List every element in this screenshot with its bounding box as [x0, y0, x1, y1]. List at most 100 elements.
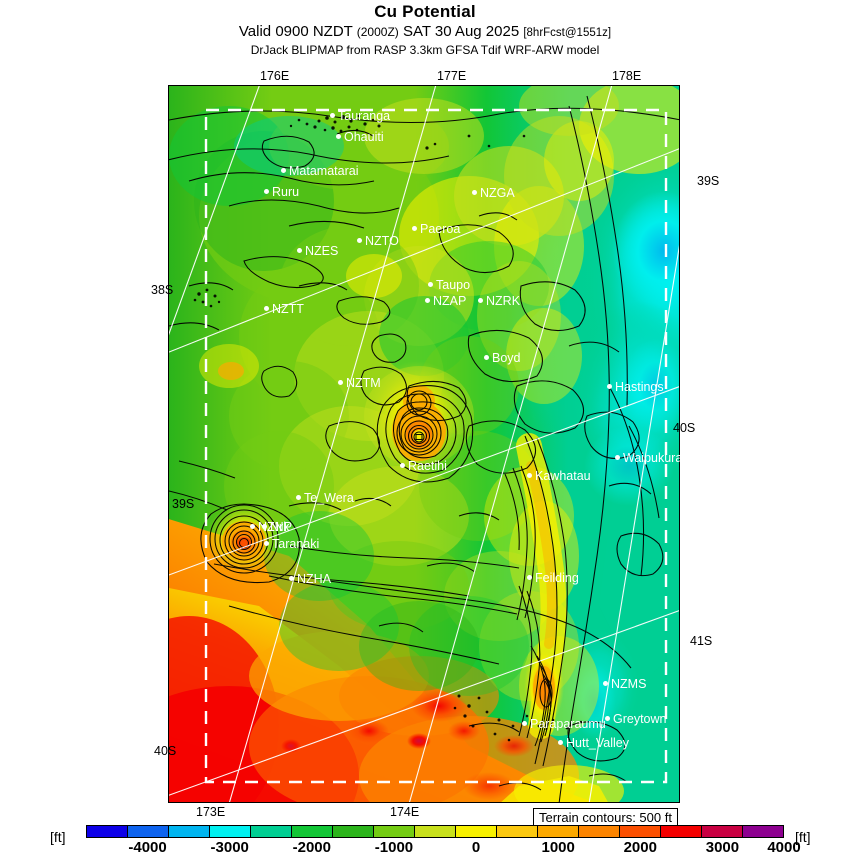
- colorbar-segment-6[interactable]: [333, 826, 374, 837]
- latitude-label: 40S: [673, 421, 696, 435]
- colorbar-segment-9[interactable]: [456, 826, 497, 837]
- model-description: DrJack BLIPMAP from RASP 3.3km GFSA Tdif…: [250, 43, 600, 57]
- station-marker: Ohauiti: [336, 131, 384, 143]
- longitude-label: 178E: [612, 69, 642, 83]
- colorbar-unit-right: [ft]: [795, 829, 811, 845]
- station-marker: NZTO: [357, 235, 399, 247]
- valid-date: SAT 30 Aug 2025: [402, 23, 520, 40]
- weather-map[interactable]: [168, 85, 680, 803]
- latitude-label: 40S: [154, 744, 177, 758]
- colorbar[interactable]: [86, 825, 784, 838]
- map-raster: [169, 86, 679, 802]
- colorbar-segment-11[interactable]: [538, 826, 579, 837]
- station-name: NZTO: [365, 234, 399, 248]
- colorbar-segment-16[interactable]: [743, 826, 783, 837]
- station-marker: NZNP: [250, 521, 292, 533]
- station-name: Taupo: [436, 278, 471, 292]
- station-marker: Waipukurau: [615, 452, 689, 464]
- station-marker: Hastings: [607, 381, 664, 393]
- station-dot-icon: [425, 298, 430, 304]
- colorbar-segment-15[interactable]: [702, 826, 743, 837]
- colorbar-tick: 2000: [623, 839, 657, 856]
- latitude-label: 39S: [172, 497, 195, 511]
- colorbar-segment-13[interactable]: [620, 826, 661, 837]
- station-marker: NZHA: [289, 573, 331, 585]
- station-marker: Ruru: [264, 186, 299, 198]
- title-block: Cu Potential Valid 0900 NZDT (2000Z) SAT…: [0, 0, 850, 58]
- colorbar-segment-1[interactable]: [128, 826, 169, 837]
- colorbar-segment-0[interactable]: [87, 826, 128, 837]
- colorbar-tick: 4000: [767, 839, 801, 856]
- station-marker: NZAP: [425, 295, 466, 307]
- station-dot-icon: [478, 298, 483, 304]
- station-name: NZTM: [346, 376, 381, 390]
- longitude-label: 177E: [437, 69, 467, 83]
- colorbar-segment-2[interactable]: [169, 826, 210, 837]
- station-marker: Boyd: [484, 352, 521, 364]
- colorbar-segment-7[interactable]: [374, 826, 415, 837]
- valid-zulu: (2000Z): [356, 25, 399, 39]
- station-dot-icon: [603, 681, 608, 687]
- station-name: Tauranga: [338, 109, 391, 123]
- station-name: NZNP: [258, 520, 293, 534]
- map-plot-area[interactable]: [168, 85, 680, 803]
- station-dot-icon: [615, 455, 620, 461]
- station-name: Boyd: [492, 351, 521, 365]
- station-name: NZMS: [611, 677, 647, 691]
- station-name: NZHA: [297, 572, 332, 586]
- station-dot-icon: [289, 576, 294, 582]
- station-marker: NZES: [297, 245, 338, 257]
- station-dot-icon: [297, 248, 302, 254]
- colorbar-unit-left: [ft]: [50, 829, 66, 845]
- station-name: NZES: [305, 244, 339, 258]
- station-name: NZTT: [272, 302, 304, 316]
- station-marker: Paeroa: [412, 223, 460, 235]
- station-dot-icon: [527, 473, 532, 479]
- colorbar-segment-12[interactable]: [579, 826, 620, 837]
- colorbar-tick: -1000: [374, 839, 414, 856]
- station-dot-icon: [281, 168, 286, 174]
- colorbar-segment-4[interactable]: [251, 826, 292, 837]
- station-marker: NZTM: [338, 377, 381, 389]
- station-name: Hutt_Valley: [566, 736, 629, 750]
- station-dot-icon: [522, 721, 527, 727]
- colorbar-tick-labels: -4000 -3000 -2000 -1000 0 1000 2000 3000 4000: [86, 839, 800, 859]
- colorbar-tick: 3000: [705, 839, 740, 856]
- station-name: NZRK: [486, 294, 521, 308]
- longitude-label: 176E: [260, 69, 290, 83]
- station-marker: NZRK: [478, 295, 520, 307]
- station-marker: Tauranga: [330, 110, 390, 122]
- longitude-label: 174E: [390, 805, 420, 819]
- colorbar-segment-14[interactable]: [661, 826, 702, 837]
- station-name: Waipukurau: [623, 451, 690, 465]
- station-name: Ohauiti: [344, 130, 384, 144]
- station-dot-icon: [264, 306, 269, 312]
- colorbar-segment-8[interactable]: [415, 826, 456, 837]
- colorbar-segment-3[interactable]: [210, 826, 251, 837]
- station-marker: Taranaki: [264, 538, 319, 550]
- station-name: NZAP: [433, 294, 467, 308]
- page-title: Cu Potential: [374, 2, 476, 21]
- station-marker: Kawhatau: [527, 470, 591, 482]
- latitude-label: 39S: [697, 174, 720, 188]
- station-marker: NZGA: [472, 187, 515, 199]
- colorbar-segment-5[interactable]: [292, 826, 333, 837]
- station-name: Kawhatau: [535, 469, 591, 483]
- station-dot-icon: [264, 189, 269, 195]
- station-dot-icon: [412, 226, 417, 232]
- station-name: NZGA: [480, 186, 515, 200]
- station-dot-icon: [527, 575, 532, 581]
- latitude-label: 38S: [151, 283, 174, 297]
- colorbar-tick: -4000: [128, 839, 167, 856]
- station-dot-icon: [558, 740, 563, 746]
- colorbar-tick: 1000: [541, 839, 575, 856]
- station-name: Paeroa: [420, 222, 461, 236]
- station-dot-icon: [264, 541, 269, 547]
- colorbar-segment-10[interactable]: [497, 826, 538, 837]
- longitude-label: 173E: [196, 805, 226, 819]
- station-marker: Greytown: [605, 713, 667, 725]
- station-name: Matamatarai: [289, 164, 359, 178]
- station-name: Nrk: [270, 520, 290, 534]
- station-marker: Matamatarai: [281, 165, 358, 177]
- station-marker: Feilding: [527, 572, 579, 584]
